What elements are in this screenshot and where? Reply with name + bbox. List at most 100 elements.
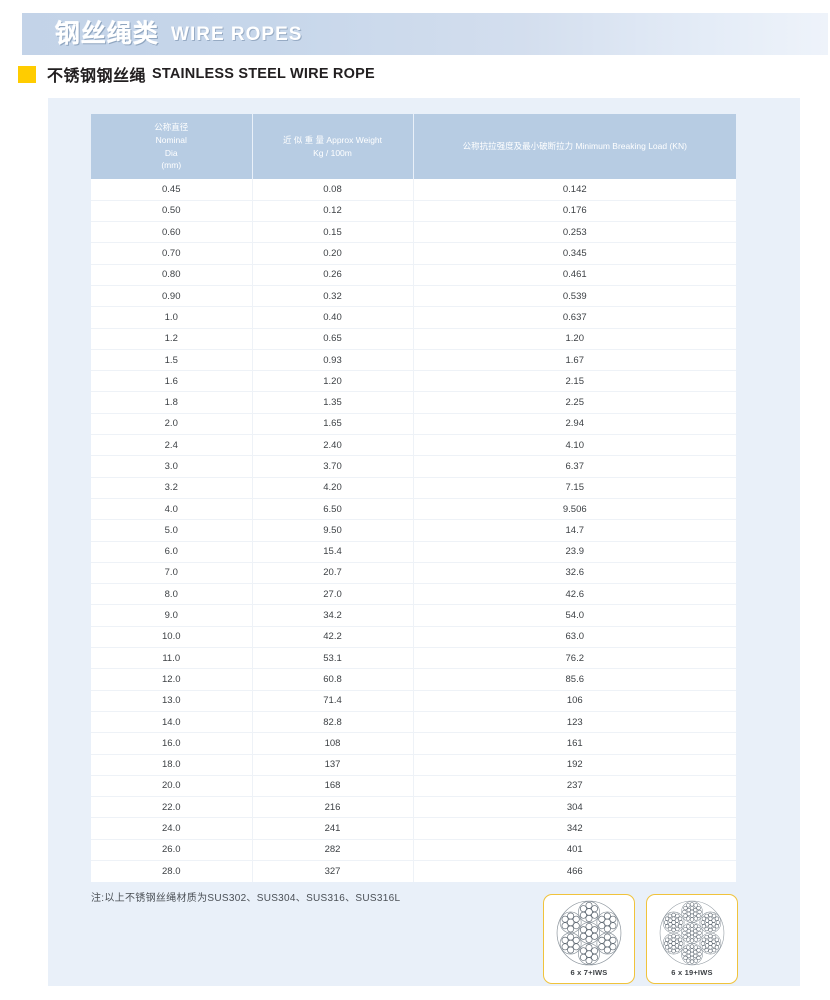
cell-load: 466 [413,860,736,882]
cell-dia: 2.4 [91,434,253,457]
cell-weight: 0.40 [252,306,414,329]
cell-dia: 3.0 [91,455,253,478]
cell-dia: 0.45 [91,179,253,201]
section-heading-en: STAINLESS STEEL WIRE ROPE [152,66,375,82]
cell-load: 76.2 [413,647,736,670]
cell-weight: 137 [252,754,414,776]
col2-en1: Approx Weight [326,134,383,145]
specification-table: 公称直径 Nominal Dia (mm) 近 似 重 量 Approx Wei… [91,114,736,882]
page-title-bar: 钢丝绳类 WIRE ROPES [22,13,828,55]
cell-load: 161 [413,732,736,755]
cell-dia: 28.0 [91,860,253,882]
rope-diagram-label-6x19: 6 x 19+IWS [671,968,713,977]
cell-load: 2.94 [413,413,736,436]
cell-dia: 0.60 [91,221,253,244]
cell-dia: 13.0 [91,690,253,712]
table-row: 26.0 282 401 [91,839,736,862]
cell-weight: 71.4 [252,690,414,712]
table-row: 14.0 82.8 123 [91,711,736,734]
cell-weight: 327 [252,860,414,882]
table-header-row: 公称直径 Nominal Dia (mm) 近 似 重 量 Approx Wei… [91,114,736,179]
cell-weight: 3.70 [252,455,414,478]
cell-weight: 241 [252,817,414,840]
table-row: 11.0 53.1 76.2 [91,647,736,670]
cell-weight: 4.20 [252,477,414,499]
cell-dia: 1.2 [91,328,253,350]
cell-dia: 0.80 [91,264,253,286]
cell-dia: 20.0 [91,775,253,798]
cell-load: 342 [413,817,736,840]
cell-load: 1.67 [413,349,736,372]
cell-load: 192 [413,754,736,776]
cell-dia: 12.0 [91,668,253,691]
cell-load: 0.176 [413,200,736,223]
cell-weight: 9.50 [252,519,414,542]
cell-load: 23.9 [413,541,736,563]
col1-cn: 公称直径 [154,122,189,132]
table-row: 6.0 15.4 23.9 [91,541,736,563]
cell-load: 2.25 [413,391,736,414]
cell-weight: 0.20 [252,242,414,265]
cell-dia: 1.6 [91,370,253,393]
cell-load: 1.20 [413,328,736,350]
cell-dia: 5.0 [91,519,253,542]
cell-load: 6.37 [413,455,736,478]
cell-dia: 7.0 [91,562,253,585]
cell-dia: 18.0 [91,754,253,776]
cell-weight: 34.2 [252,604,414,627]
column-header-nominal-dia: 公称直径 Nominal Dia (mm) [91,114,253,179]
cell-dia: 26.0 [91,839,253,862]
cell-load: 14.7 [413,519,736,542]
cell-weight: 0.65 [252,328,414,350]
rope-diagram-card-6x7: 6 x 7+IWS [543,894,635,984]
col1-en2: Dia [164,147,178,158]
section-heading-cn: 不锈钢钢丝绳 [47,68,147,85]
cell-weight: 60.8 [252,668,414,691]
cell-weight: 216 [252,796,414,819]
col2-line1: 近 似 重 量 Approx Weight [257,134,409,147]
cell-load: 0.253 [413,221,736,244]
table-row: 16.0 108 161 [91,732,736,755]
table-row: 12.0 60.8 85.6 [91,668,736,691]
column-header-breaking-load: 公称抗拉强度及最小破断拉力 Minimum Breaking Load (KN) [413,114,736,179]
table-row: 0.45 0.08 0.142 [91,179,736,201]
cell-load: 0.539 [413,285,736,308]
table-row: 0.50 0.12 0.176 [91,200,736,223]
cell-weight: 0.26 [252,264,414,286]
table-row: 0.90 0.32 0.539 [91,285,736,308]
cell-load: 106 [413,690,736,712]
cell-load: 9.506 [413,498,736,521]
cell-dia: 0.50 [91,200,253,223]
cell-dia: 11.0 [91,647,253,670]
cell-dia: 0.70 [91,242,253,265]
cell-load: 237 [413,775,736,798]
rope-diagram-group: 6 x 7+IWS [543,894,738,984]
cell-weight: 42.2 [252,626,414,649]
cell-dia: 3.2 [91,477,253,499]
col2-cn: 近 似 重 量 [282,134,325,145]
table-row: 22.0 216 304 [91,796,736,819]
table-row: 28.0 327 466 [91,860,736,882]
cell-load: 4.10 [413,434,736,457]
table-row: 13.0 71.4 106 [91,690,736,712]
cell-dia: 10.0 [91,626,253,649]
cell-weight: 0.12 [252,200,414,223]
cell-dia: 2.0 [91,413,253,436]
cell-load: 85.6 [413,668,736,691]
table-row: 1.5 0.93 1.67 [91,349,736,372]
cell-dia: 6.0 [91,541,253,563]
cell-dia: 1.8 [91,391,253,414]
rope-diagram-card-6x19: 6 x 19+IWS [646,894,738,984]
table-row: 10.0 42.2 63.0 [91,626,736,649]
column-header-approx-weight: 近 似 重 量 Approx Weight Kg / 100m [252,114,414,179]
col3-cn: 公称抗拉强度及最小破断拉力 [462,141,574,152]
table-row: 8.0 27.0 42.6 [91,583,736,606]
material-note: 注:以上不锈钢丝绳材质为SUS302、SUS304、SUS316、SUS316L [91,893,401,904]
table-row: 2.0 1.65 2.94 [91,413,736,436]
yellow-square-icon [18,65,36,83]
cell-dia: 8.0 [91,583,253,606]
col3-line1: 公称抗拉强度及最小破断拉力 Minimum Breaking Load (KN) [418,140,733,153]
cell-load: 0.142 [413,179,736,201]
cell-weight: 108 [252,732,414,755]
cell-load: 0.345 [413,242,736,265]
